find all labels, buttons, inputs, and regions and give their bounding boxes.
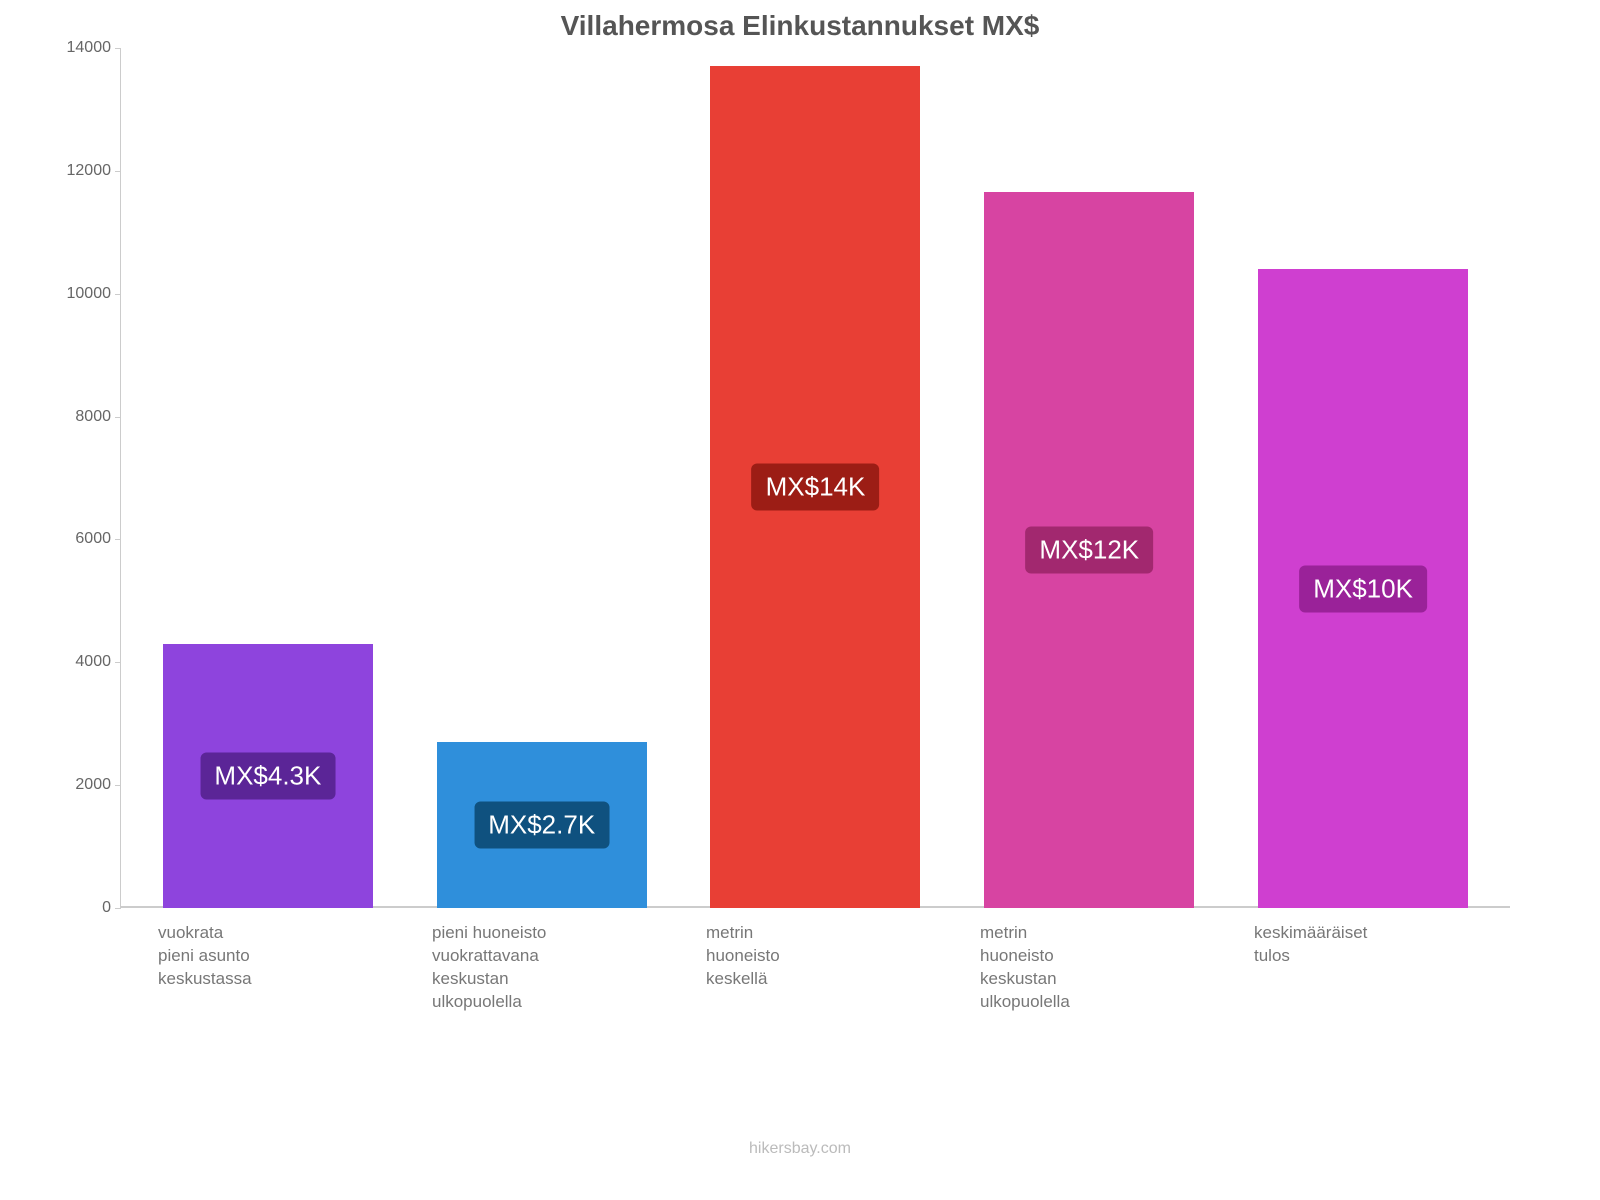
y-tick-mark xyxy=(115,294,121,295)
cost-of-living-chart: Villahermosa Elinkustannukset MX$ MX$4.3… xyxy=(50,10,1550,1014)
y-tick-label: 4000 xyxy=(51,653,111,671)
bar-column: MX$12K xyxy=(954,48,1224,908)
bar: MX$4.3K xyxy=(163,644,373,908)
bar-column: MX$2.7K xyxy=(407,48,677,908)
bar: MX$2.7K xyxy=(437,742,647,908)
bar: MX$10K xyxy=(1258,269,1468,908)
y-tick-mark xyxy=(115,539,121,540)
attribution-text: hikersbay.com xyxy=(0,1140,1600,1158)
y-tick-mark xyxy=(115,908,121,909)
y-tick-label: 12000 xyxy=(51,162,111,180)
x-axis-label: metrinhuoneistokeskustanulkopuolella xyxy=(954,922,1224,1014)
y-tick-mark xyxy=(115,171,121,172)
y-tick-mark xyxy=(115,48,121,49)
bar-value-badge: MX$10K xyxy=(1299,565,1427,612)
bar: MX$14K xyxy=(710,66,920,908)
chart-title: Villahermosa Elinkustannukset MX$ xyxy=(50,10,1550,42)
x-axis-label: metrinhuoneistokeskellä xyxy=(680,922,950,1014)
bar: MX$12K xyxy=(984,192,1194,908)
bar-column: MX$4.3K xyxy=(133,48,403,908)
bar-value-badge: MX$14K xyxy=(752,464,880,511)
bar-value-badge: MX$2.7K xyxy=(474,802,609,849)
y-tick-label: 6000 xyxy=(51,530,111,548)
y-tick-label: 14000 xyxy=(51,39,111,57)
y-tick-mark xyxy=(115,785,121,786)
plot-area: MX$4.3KMX$2.7KMX$14KMX$12KMX$10K 0200040… xyxy=(120,48,1510,908)
y-tick-label: 10000 xyxy=(51,285,111,303)
y-tick-label: 0 xyxy=(51,899,111,917)
y-tick-mark xyxy=(115,662,121,663)
x-axis-label: pieni huoneistovuokrattavanakeskustanulk… xyxy=(406,922,676,1014)
bar-value-badge: MX$4.3K xyxy=(200,752,335,799)
y-tick-label: 2000 xyxy=(51,776,111,794)
x-axis-label: vuokratapieni asuntokeskustassa xyxy=(132,922,402,1014)
bar-value-badge: MX$12K xyxy=(1025,527,1153,574)
y-tick-label: 8000 xyxy=(51,408,111,426)
bar-column: MX$14K xyxy=(680,48,950,908)
x-axis-label: keskimääräisettulos xyxy=(1228,922,1498,1014)
y-tick-mark xyxy=(115,417,121,418)
x-axis-labels: vuokratapieni asuntokeskustassapieni huo… xyxy=(120,922,1510,1014)
bar-column: MX$10K xyxy=(1228,48,1498,908)
bars-container: MX$4.3K MX$2.7K MX$14K MX$12K MX$10K xyxy=(121,48,1510,908)
